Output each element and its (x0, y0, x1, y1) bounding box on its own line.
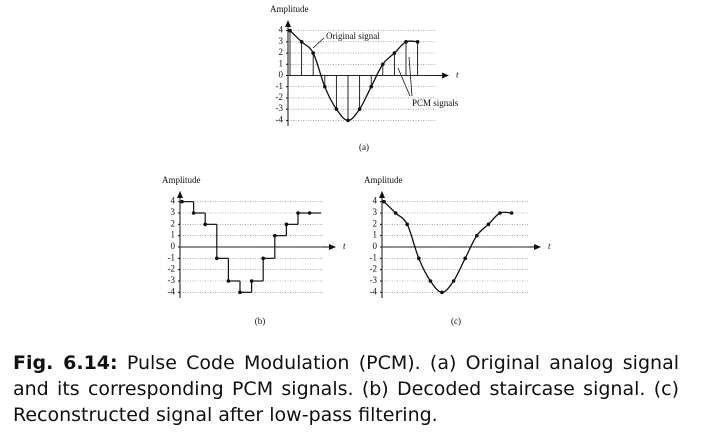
caption: Fig. 6.14: Pulse Code Modulation (PCM). … (13, 350, 679, 428)
y-tick-label: 3 (373, 207, 378, 217)
y-tick-label: -4 (168, 286, 176, 296)
y-tick-label: -1 (168, 252, 176, 262)
sample-dot (463, 256, 468, 261)
y-tick-label: 4 (373, 196, 378, 206)
sample-dot (296, 211, 300, 215)
sample-dot (191, 211, 196, 215)
axis-arrow (534, 244, 541, 250)
panel-label: (b) (255, 316, 266, 326)
y-tick-label: 0 (373, 241, 378, 251)
annotation: PCM signals (412, 98, 459, 108)
sample-dot (475, 233, 479, 238)
sample-dot (273, 233, 277, 238)
panel-label: (a) (359, 142, 369, 152)
x-axis-label: t (343, 241, 346, 251)
y-tick-label: 1 (279, 58, 284, 68)
sample-dot (261, 256, 266, 261)
sample-dot (498, 211, 502, 215)
y-tick-label: 0 (171, 241, 176, 251)
y-tick-label: 4 (171, 196, 176, 206)
y-tick-label: 2 (171, 218, 176, 228)
y-tick-label: -2 (168, 264, 176, 274)
y-tick-label: 3 (279, 36, 284, 46)
y-axis-label: Amplitude (364, 175, 403, 185)
y-tick-label: -2 (370, 264, 378, 274)
sample-dot (284, 222, 289, 227)
axis-arrow (177, 191, 183, 198)
sample-dot (288, 28, 292, 33)
sample-dot (299, 40, 304, 44)
sample-dot (238, 290, 242, 295)
y-tick-label: 3 (171, 207, 176, 217)
sample-dot (323, 84, 327, 89)
caption-label: Fig. 6.14: (13, 352, 118, 374)
y-tick-label: 1 (171, 230, 176, 240)
sample-dot (203, 222, 207, 227)
sample-dot (369, 84, 374, 89)
sample-dot (357, 107, 362, 111)
sample-dot (405, 222, 410, 227)
sample-dot (180, 199, 184, 204)
y-axis-label: Amplitude (270, 4, 309, 14)
sample-dot (509, 211, 514, 215)
y-tick-label: -3 (276, 103, 284, 113)
sample-dot (215, 256, 219, 261)
y-tick-label: 4 (279, 25, 284, 35)
y-tick-label: -3 (370, 275, 378, 285)
y-tick-label: 1 (373, 230, 378, 240)
axis-arrow (329, 244, 336, 250)
sample-dot (382, 199, 386, 204)
y-tick-label: -3 (168, 275, 176, 285)
sample-dot (415, 40, 420, 44)
annotation-arrow (312, 37, 325, 49)
sample-dot (404, 40, 408, 44)
axis-arrow (379, 191, 385, 198)
sample-dot (417, 256, 421, 261)
sample-dot (451, 279, 456, 283)
y-tick-label: 2 (279, 47, 284, 57)
sample-dot (307, 211, 312, 215)
sample-dot (226, 279, 231, 283)
x-axis-label: t (456, 70, 459, 80)
y-tick-label: -1 (276, 81, 284, 91)
sample-dot (440, 290, 444, 295)
caption-text: Pulse Code Modulation (PCM). (a) Origina… (13, 352, 679, 426)
y-tick-label: -2 (276, 92, 284, 102)
sample-dot (428, 279, 433, 283)
axis-arrow (442, 72, 449, 79)
sample-dot (393, 211, 398, 215)
y-tick-label: -4 (276, 114, 284, 124)
sample-dot (334, 107, 339, 111)
sample-dot (311, 51, 316, 55)
sample-dot (346, 118, 350, 123)
y-tick-label: 2 (373, 218, 378, 228)
annotation: Original signal (326, 31, 380, 41)
y-tick-label: -1 (370, 252, 378, 262)
annotation-arrow (408, 56, 413, 97)
sample-dot (392, 51, 397, 55)
panel-label: (c) (451, 316, 461, 326)
x-axis-label: t (548, 241, 551, 251)
axis-arrow (285, 20, 291, 27)
sample-dot (249, 279, 254, 283)
y-axis-label: Amplitude (162, 175, 201, 185)
sample-dot (381, 62, 385, 67)
annotation-arrow (397, 67, 411, 97)
sample-dot (486, 222, 491, 227)
y-tick-label: 0 (279, 70, 284, 80)
y-tick-label: -4 (370, 286, 378, 296)
